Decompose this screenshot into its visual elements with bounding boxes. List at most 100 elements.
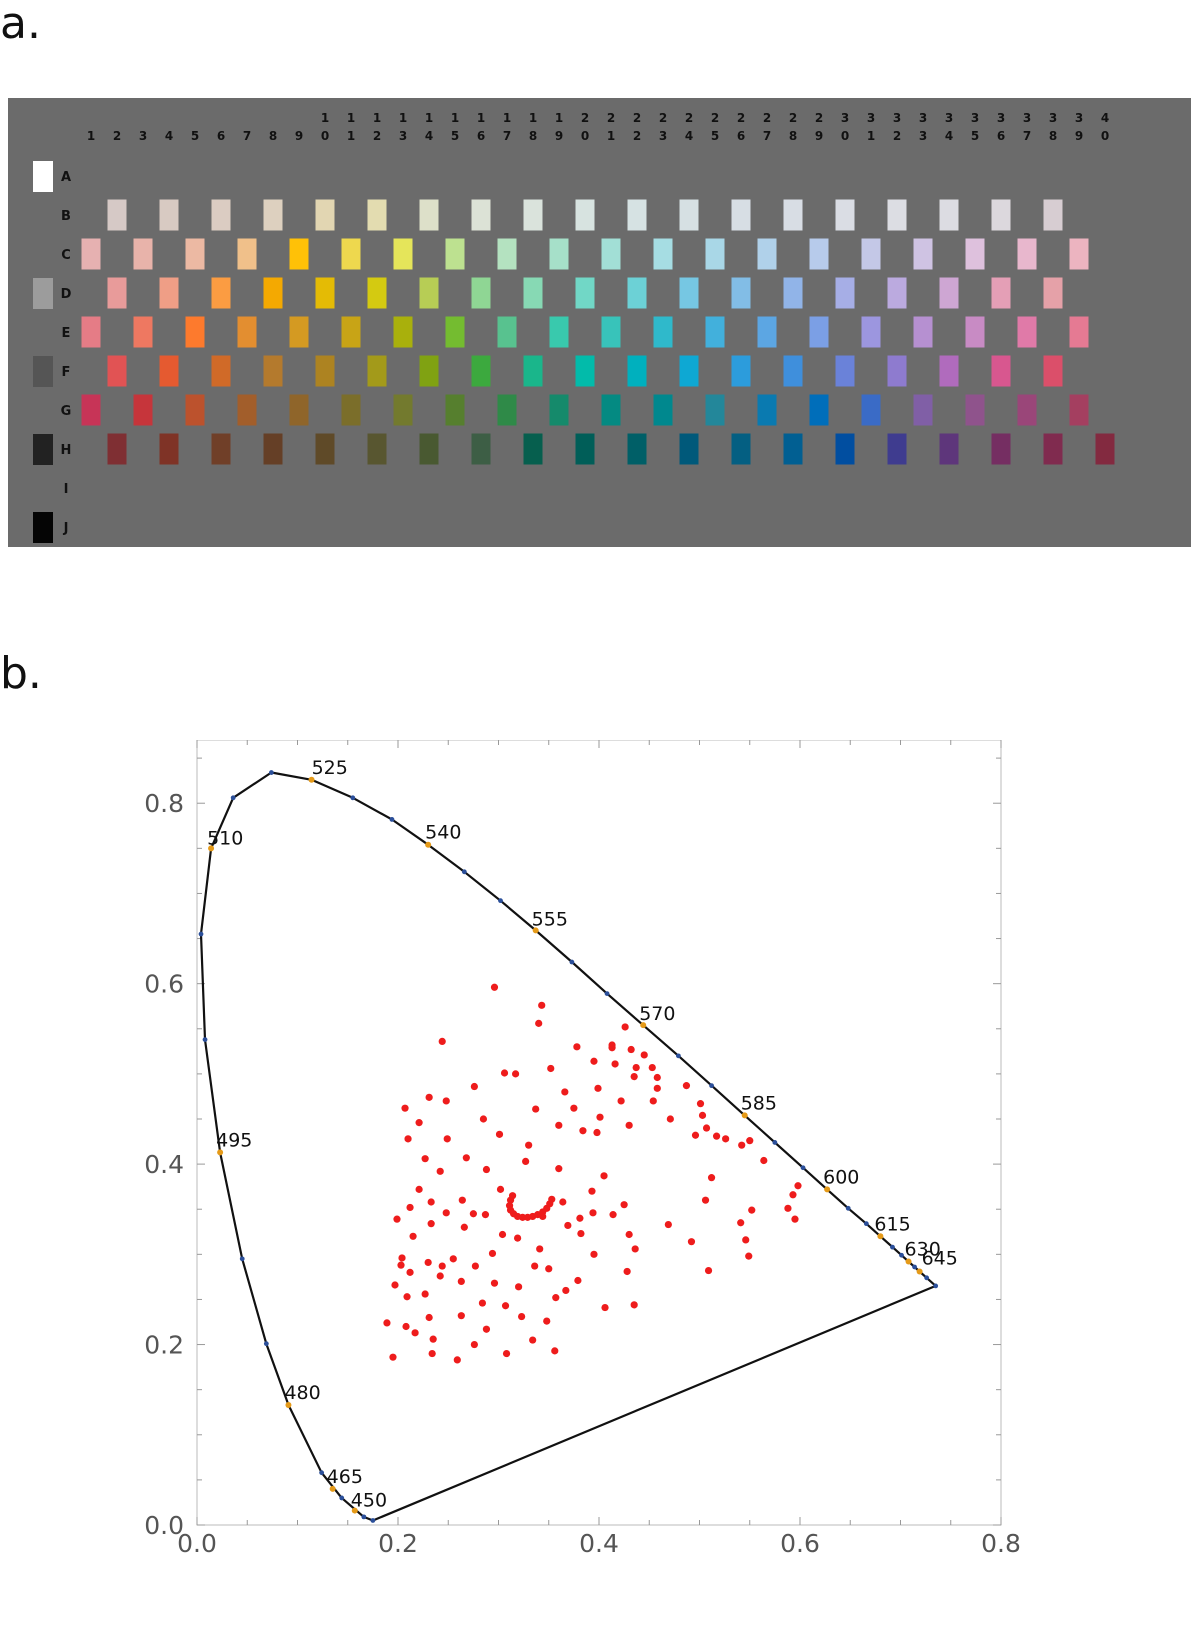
sample-point xyxy=(469,1210,477,1218)
sample-point xyxy=(535,1019,543,1027)
color-chip xyxy=(965,316,985,348)
color-chip xyxy=(471,277,491,309)
color-chip xyxy=(835,277,855,309)
color-chip xyxy=(367,199,387,231)
sample-point xyxy=(707,1174,716,1182)
color-chip xyxy=(835,355,855,387)
sample-point xyxy=(746,1137,754,1145)
sample-point xyxy=(397,1261,405,1269)
color-chip xyxy=(263,199,283,231)
color-chip xyxy=(1017,238,1037,270)
sample-point xyxy=(478,1299,487,1307)
color-chip xyxy=(965,238,985,270)
y-tick-label: 0.6 xyxy=(144,970,184,999)
sample-point xyxy=(579,1127,587,1135)
color-chip xyxy=(341,238,361,270)
color-chip xyxy=(991,355,1011,387)
sample-point xyxy=(424,1258,432,1267)
color-chip xyxy=(783,199,803,231)
color-chip xyxy=(1017,394,1037,426)
sample-point xyxy=(704,1266,713,1275)
color-chip xyxy=(1095,433,1115,465)
sample-point xyxy=(458,1196,466,1204)
y-tick-label: 0.2 xyxy=(144,1331,184,1360)
sample-point xyxy=(415,1119,423,1127)
color-chip xyxy=(315,433,335,465)
color-chip xyxy=(81,238,101,270)
color-chip xyxy=(419,277,439,309)
color-chip xyxy=(367,433,387,465)
x-tick-label: 0.2 xyxy=(378,1529,418,1558)
color-chip xyxy=(575,355,595,387)
sample-point xyxy=(702,1124,711,1132)
sample-point xyxy=(403,1293,411,1301)
color-chip xyxy=(939,355,959,387)
sample-point xyxy=(429,1335,437,1343)
color-chip xyxy=(965,394,985,426)
sample-point xyxy=(653,1073,661,1082)
sample-point xyxy=(617,1097,625,1105)
color-chip xyxy=(913,238,933,270)
column-number: 1 xyxy=(87,129,95,143)
wavelength-label: 585 xyxy=(741,1092,777,1114)
wavelength-marker xyxy=(741,1112,748,1119)
sample-point xyxy=(393,1215,401,1223)
color-chip xyxy=(185,316,205,348)
sample-point xyxy=(401,1104,409,1112)
wavelength-marker xyxy=(208,845,215,852)
column-number: 4 xyxy=(165,129,173,143)
x-tick-label: 0.0 xyxy=(177,1529,217,1558)
wavelength-marker xyxy=(916,1268,923,1275)
color-chip xyxy=(939,433,959,465)
sample-point xyxy=(453,1356,461,1364)
sample-point xyxy=(590,1250,598,1258)
color-chip xyxy=(783,355,803,387)
locus-point xyxy=(899,1252,904,1258)
locus-point xyxy=(800,1165,806,1171)
color-chip xyxy=(315,277,335,309)
color-chip xyxy=(627,199,647,231)
sample-point xyxy=(625,1230,633,1239)
sample-point xyxy=(722,1135,730,1143)
sample-point xyxy=(425,1093,433,1101)
sample-point xyxy=(648,1063,656,1072)
color-chip xyxy=(809,394,829,426)
row-label: A xyxy=(61,170,71,185)
sample-point xyxy=(594,1084,602,1092)
column-number: 7 xyxy=(243,129,251,143)
sample-point xyxy=(698,1111,707,1119)
column-number: 9 xyxy=(295,129,303,143)
sample-point xyxy=(532,1105,540,1113)
wavelength-marker xyxy=(217,1149,224,1156)
sample-point xyxy=(457,1277,465,1285)
locus-point xyxy=(230,795,236,801)
sample-point xyxy=(561,1088,569,1096)
sample-point xyxy=(525,1141,533,1149)
color-chip xyxy=(1069,316,1089,348)
sample-point xyxy=(519,1213,527,1221)
x-tick-label: 0.6 xyxy=(780,1529,820,1558)
row-label: F xyxy=(62,365,71,380)
sample-point xyxy=(687,1238,696,1246)
color-chip xyxy=(237,238,257,270)
x-tick-label: 0.4 xyxy=(579,1529,619,1558)
row-label: E xyxy=(62,326,71,341)
sample-point xyxy=(696,1100,705,1108)
color-chip xyxy=(445,316,465,348)
sample-point xyxy=(538,1001,546,1009)
sample-point xyxy=(470,1082,478,1091)
sample-point xyxy=(552,1294,560,1302)
row-label: G xyxy=(61,404,72,419)
